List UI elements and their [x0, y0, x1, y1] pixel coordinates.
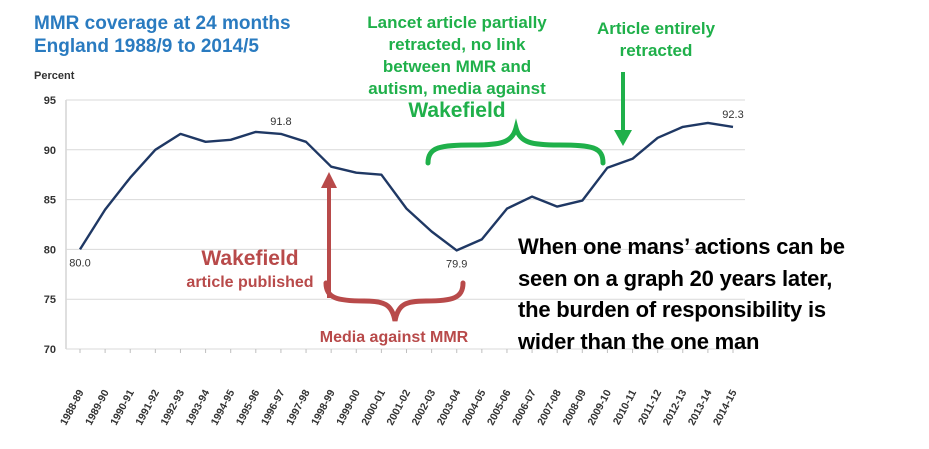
y-tick-label: 85: [44, 195, 56, 207]
retracted-arrow-head: [614, 130, 632, 146]
commentary-text: When one mans’ actions can be seen on a …: [518, 231, 923, 357]
y-axis-label: Percent: [34, 70, 75, 82]
y-tick-label: 95: [44, 95, 56, 107]
lancet-line-1: Lancet article partially: [367, 13, 547, 32]
wakefield-line-2: article published: [186, 274, 314, 291]
annotation-shapes: [321, 72, 632, 322]
y-tick-label: 90: [44, 145, 56, 157]
lancet-line-5: Wakefield: [408, 99, 506, 122]
lancet-annotation: Lancet article partially retracted, no l…: [352, 12, 562, 122]
data-label: 91.8: [270, 116, 291, 128]
wakefield-arrow-head: [321, 172, 337, 188]
series-line: [78, 121, 734, 252]
wakefield-annotation: Wakefield article published: [172, 246, 328, 294]
gridlines: [65, 99, 745, 350]
series-lines: [78, 121, 734, 252]
wakefield-line-1: Wakefield: [201, 247, 299, 270]
lancet-line-3: between MMR and: [382, 57, 532, 76]
commentary-line-3: the burden of responsibility is: [518, 297, 826, 322]
data-label: 92.3: [722, 109, 743, 121]
chart-subtitle: England 1988/9 to 2014/5: [34, 36, 259, 57]
data-label: 79.9: [446, 258, 467, 270]
y-axis-ticks: 70 75 80 85 90 95: [44, 95, 56, 356]
x-axis-ticks: 1988-891989-901990-911991-921992-931993-…: [58, 349, 740, 427]
commentary-line-2: seen on a graph 20 years later,: [518, 265, 833, 291]
chart-title-block: MMR coverage at 24 months England 1988/9…: [34, 12, 291, 58]
data-label: 80.0: [69, 257, 90, 269]
retracted-line-1: Article entirely: [596, 19, 716, 38]
y-tick-label: 75: [44, 294, 56, 306]
y-tick-label: 80: [44, 244, 56, 256]
commentary-line-1: When one mans’ actions can be: [518, 234, 845, 259]
media-brace: [323, 280, 466, 322]
media-against-mmr-label: Media against MMR: [319, 329, 469, 346]
y-tick-label: 70: [44, 344, 56, 356]
data-labels: 80.0 91.8 79.9 92.3: [69, 109, 743, 271]
commentary-line-4: wider than the one man: [518, 328, 760, 354]
x-tick-label: 2014-15: [711, 388, 740, 428]
lancet-line-2: retracted, no link: [388, 35, 526, 54]
retracted-line-2: retracted: [619, 41, 693, 60]
lancet-brace: [425, 118, 606, 166]
lancet-line-4: autism, media against: [368, 79, 546, 98]
chart-title: MMR coverage at 24 months: [34, 13, 291, 34]
retracted-annotation: Article entirely retracted: [596, 18, 716, 62]
